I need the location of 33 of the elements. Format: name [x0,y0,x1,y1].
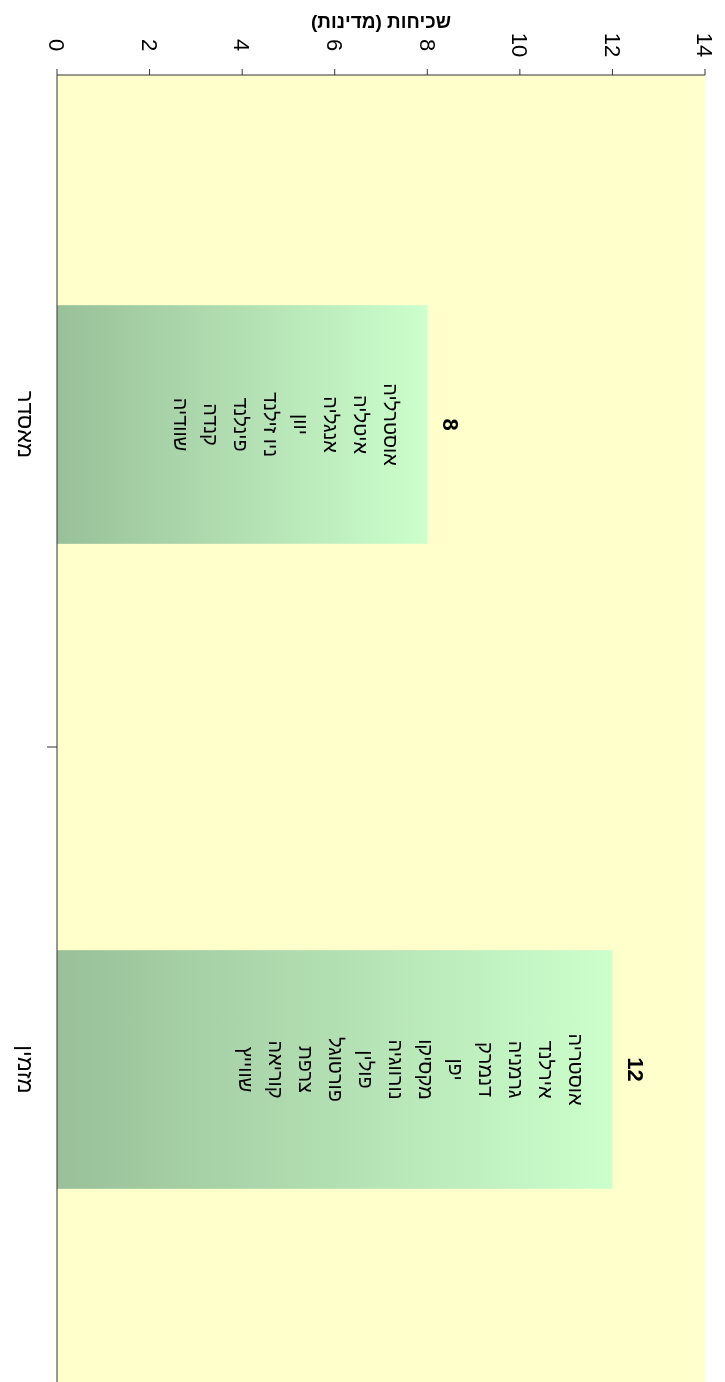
annotation: מקסיקו [415,1039,438,1100]
annotation: אירלנד [535,1040,558,1099]
annotation: קנדה [200,403,223,446]
annotation: גרמניה [505,1040,528,1099]
annotation: יוון [290,414,313,435]
data-label: 8 [438,418,464,431]
annotation: נורווגיה [385,1039,408,1100]
x-tick-label: 8 [414,38,440,52]
annotation: פינלנד [230,397,253,452]
annotation: פורטוגל [325,1037,348,1102]
annotation: שוודיה [170,397,193,452]
x-tick-label: 6 [322,38,348,52]
x-tick-label: 0 [44,38,70,52]
x-tick-label: 4 [229,38,255,52]
annotation: יפן [445,1058,468,1081]
annotation: פולין [355,1050,378,1089]
x-tick-label: 14 [692,32,718,58]
y-tick-label: מזמין [13,1045,39,1094]
x-tick-label: 12 [599,32,625,58]
annotation: איטליה [350,395,373,455]
annotation: אוסטריה [565,1033,588,1106]
annotation: דנמרק [475,1041,498,1098]
annotation: שווייץ [235,1046,258,1093]
x-axis-title: שכיחות (מדינות) [311,11,451,32]
annotation: צרפת [295,1045,318,1094]
annotation: ניו זילנד [260,392,283,457]
annotation: אנגליה [320,396,343,454]
data-label: 12 [623,1057,649,1082]
x-tick-label: 2 [136,38,162,52]
annotation: אוסטרליה [380,383,403,467]
annotation: קוריאה [265,1040,288,1099]
y-tick-label: מאסדר [13,390,39,459]
x-tick-label: 10 [507,32,533,58]
